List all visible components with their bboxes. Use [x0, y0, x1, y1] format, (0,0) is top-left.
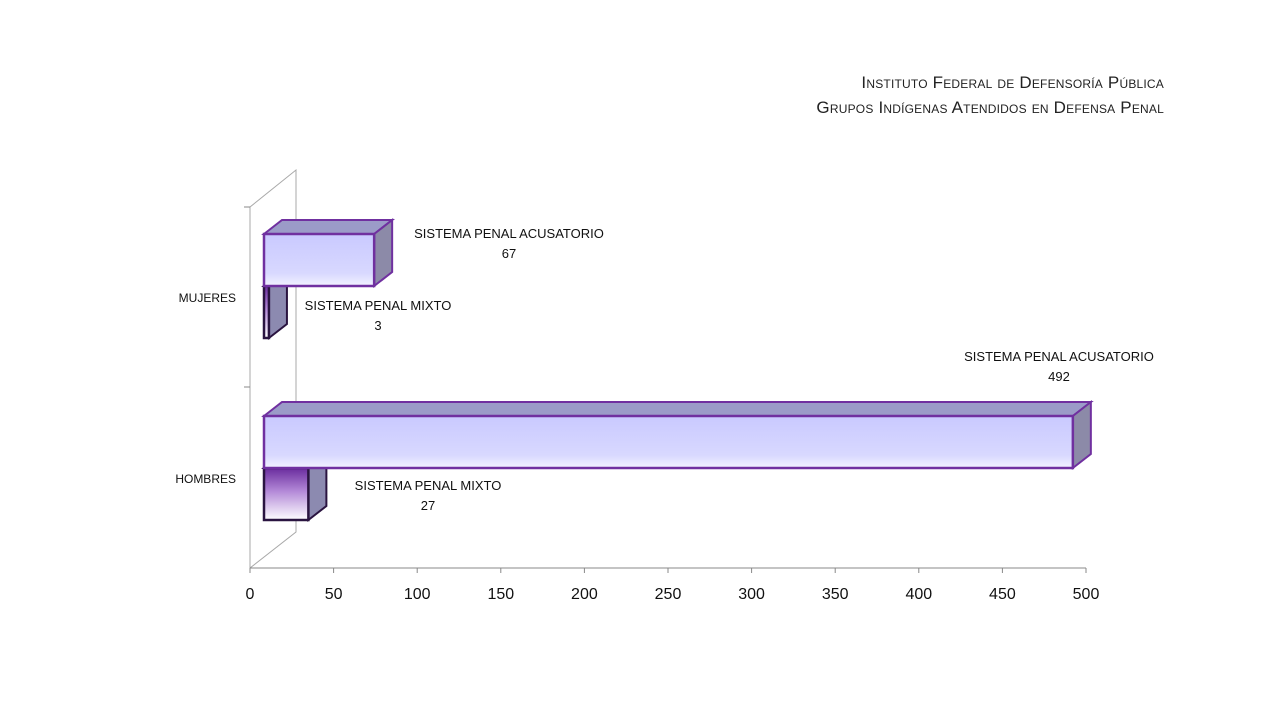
data-label-value: 27: [421, 498, 435, 513]
x-tick-label: 100: [404, 586, 431, 603]
data-label-series: SISTEMA PENAL ACUSATORIO: [414, 226, 604, 241]
x-tick-label: 150: [487, 586, 514, 603]
x-tick-label: 500: [1073, 586, 1100, 603]
chart-subtitle: Grupos Indígenas Atendidos en Defensa Pe…: [816, 98, 1164, 117]
bar-acusatorio-hombres-front: [262, 414, 1075, 470]
axes: [244, 168, 1087, 573]
bar-acusatorio-mujeres: [261, 217, 396, 289]
bar-acusatorio-hombres: [261, 399, 1094, 471]
data-label-value: 492: [1048, 369, 1070, 384]
bar-mixto-mujeres-front: [262, 284, 271, 340]
chart-title: Instituto Federal de Defensoría Pública: [861, 73, 1164, 92]
category-label: HOMBRES: [175, 472, 236, 486]
data-label-value: 67: [502, 246, 516, 261]
x-tick-label: 350: [822, 586, 849, 603]
category-label: MUJERES: [179, 291, 236, 305]
bar-mixto-hombres-front: [262, 466, 310, 522]
x-tick-label: 250: [655, 586, 682, 603]
bars: [261, 217, 1094, 523]
x-tick-label: 300: [738, 586, 765, 603]
x-tick-label: 0: [246, 586, 255, 603]
chart-title-block: Instituto Federal de Defensoría Pública …: [816, 70, 1164, 120]
back-wall: [249, 168, 297, 569]
x-tick-label: 200: [571, 586, 598, 603]
data-label-series: SISTEMA PENAL MIXTO: [355, 478, 502, 493]
x-tick-label: 450: [989, 586, 1016, 603]
data-label-series: SISTEMA PENAL MIXTO: [305, 298, 452, 313]
x-tick-label: 400: [905, 586, 932, 603]
data-label-series: SISTEMA PENAL ACUSATORIO: [964, 349, 1154, 364]
bar-acusatorio-mujeres-top: [261, 219, 396, 235]
bar-acusatorio-mujeres-front: [262, 232, 376, 288]
labels: 0 50 100 150 200 250 300 350 400 450 500 HOMBRES MUJ…: [175, 226, 1154, 603]
data-label-value: 3: [374, 318, 381, 333]
x-tick-label: 50: [325, 586, 343, 603]
bar-acusatorio-hombres-top: [261, 401, 1094, 417]
